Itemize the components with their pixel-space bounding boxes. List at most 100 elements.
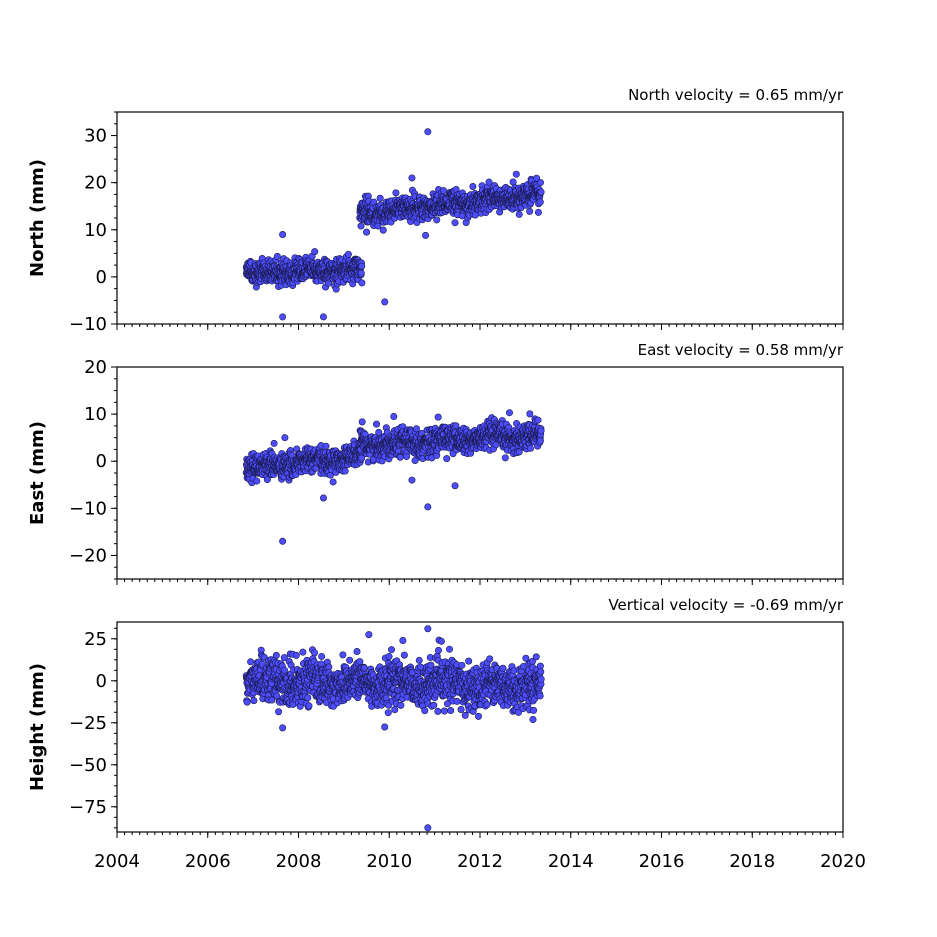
height-data-point <box>457 705 465 713</box>
height-y-tick-label: −50 <box>69 755 107 776</box>
east-y-tick-label: 0 <box>96 451 107 472</box>
height-data-point <box>427 661 435 669</box>
height-y-tick-label: 0 <box>96 671 107 692</box>
height-outlier-point <box>424 625 432 633</box>
north-y-tick-label: 20 <box>84 173 107 194</box>
height-data-point <box>474 712 482 720</box>
east-data-point <box>263 476 271 484</box>
east-data-point <box>372 420 380 428</box>
east-data-point <box>403 452 411 460</box>
height-data-point <box>445 645 453 653</box>
east-data-point <box>443 455 451 463</box>
x-tick-label: 2014 <box>548 851 594 872</box>
east-outlier-point <box>451 482 459 490</box>
east-data-point <box>526 444 534 452</box>
height-data-point <box>299 648 307 656</box>
north-data-point <box>469 182 477 190</box>
x-tick-label: 2018 <box>729 851 775 872</box>
height-outlier-point <box>437 637 445 645</box>
north-data-point <box>515 210 523 218</box>
east-data-point <box>396 453 404 461</box>
height-data-point <box>391 706 399 714</box>
north-data-point <box>536 198 544 206</box>
east-y-tick-label: 20 <box>84 357 107 378</box>
height-y-axis-label: Height (mm) <box>27 663 48 791</box>
north-data-point <box>311 248 319 256</box>
height-data-point <box>384 709 392 717</box>
height-y-tick-label: 25 <box>84 629 107 650</box>
height-data-point <box>447 706 455 714</box>
height-data-point <box>421 707 429 715</box>
east-velocity-label: East velocity = 0.58 mm/yr <box>638 341 844 359</box>
north-axes-frame <box>116 111 844 325</box>
east-data-point <box>253 477 261 485</box>
east-outlier-point <box>390 412 398 420</box>
north-data-points <box>242 128 545 321</box>
north-data-point <box>358 279 366 287</box>
east-data-point <box>358 454 366 462</box>
height-data-point <box>397 701 405 709</box>
east-data-point <box>537 427 545 435</box>
north-data-point <box>376 194 384 202</box>
height-data-point <box>537 668 545 676</box>
height-data-point <box>536 692 544 700</box>
north-outlier-point <box>422 231 430 239</box>
north-outlier-point <box>319 313 327 321</box>
east-data-point <box>534 416 542 424</box>
east-data-point <box>413 425 421 433</box>
north-data-point <box>526 207 534 215</box>
height-data-point <box>243 698 251 706</box>
east-data-point <box>536 437 544 445</box>
height-data-point <box>304 694 312 702</box>
north-data-point <box>533 174 541 182</box>
height-data-point <box>483 701 491 709</box>
north-data-point <box>358 262 366 270</box>
height-data-point <box>532 653 540 661</box>
height-data-point <box>382 694 390 702</box>
height-data-point <box>537 675 545 683</box>
east-outlier-point <box>424 503 432 511</box>
x-tick-label: 2016 <box>639 851 685 872</box>
height-data-point <box>311 649 319 657</box>
height-data-point <box>280 666 288 674</box>
north-outlier-point <box>451 219 459 227</box>
height-y-tick-label: −25 <box>69 713 107 734</box>
height-data-point <box>305 702 313 710</box>
height-data-point <box>353 648 361 656</box>
east-outlier-point <box>279 537 287 545</box>
east-outlier-point <box>319 494 327 502</box>
east-data-point <box>322 442 330 450</box>
east-y-axis-label: East (mm) <box>27 421 48 525</box>
x-tick-label: 2012 <box>457 851 503 872</box>
x-tick-label: 2010 <box>366 851 412 872</box>
height-data-point <box>250 697 258 705</box>
height-data-point <box>499 664 507 672</box>
height-data-point <box>486 655 494 663</box>
north-data-point <box>344 250 352 258</box>
north-y-axis-label: North (mm) <box>27 159 48 277</box>
height-data-point <box>430 701 438 709</box>
north-data-point <box>392 189 400 197</box>
east-data-point <box>434 413 442 421</box>
height-outlier-point <box>365 631 373 639</box>
height-velocity-label: Vertical velocity = -0.69 mm/yr <box>608 596 843 614</box>
height-data-point <box>318 652 326 660</box>
north-outlier-point <box>424 128 432 136</box>
east-y-tick-label: −20 <box>69 545 107 566</box>
east-data-point <box>329 478 337 486</box>
x-tick-label: 2020 <box>820 851 866 872</box>
north-data-point <box>509 178 517 186</box>
east-y-tick-label: 10 <box>84 404 107 425</box>
north-outlier-point <box>279 313 287 321</box>
north-data-point <box>537 188 545 196</box>
height-outlier-point <box>399 636 407 644</box>
east-data-point <box>526 410 534 418</box>
east-data-point <box>341 467 349 475</box>
east-data-point <box>270 439 278 447</box>
east-data-point <box>501 454 509 462</box>
north-data-point <box>439 187 447 195</box>
height-data-point <box>272 651 280 659</box>
x-tick-label: 2006 <box>185 851 231 872</box>
height-data-point <box>385 652 393 660</box>
